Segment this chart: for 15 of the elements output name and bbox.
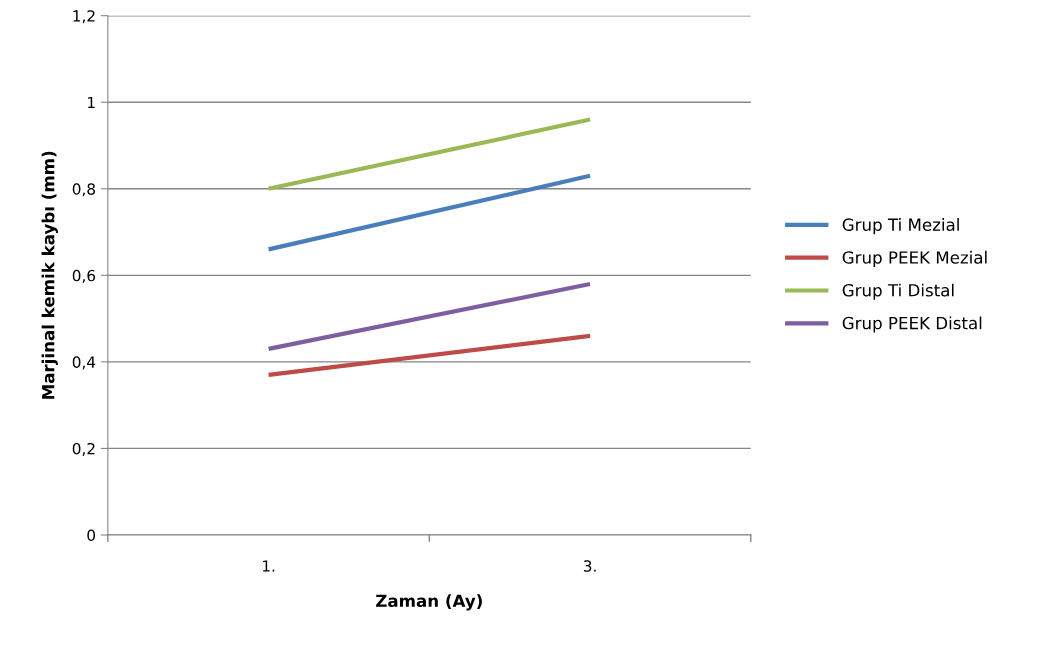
y-tick-label: 1,2 — [73, 10, 95, 24]
y-axis-title: Marjinal kemik kaybı (mm) — [41, 151, 58, 399]
legend-label: Grup PEEK Mezial — [842, 250, 987, 267]
y-tick-label: 0,8 — [72, 183, 95, 197]
legend-label: Grup Ti Mezial — [842, 218, 959, 235]
legend-label: Grup PEEK Distal — [842, 316, 982, 333]
x-tick-label: 3. — [583, 560, 596, 572]
y-tick-label: 0 — [87, 529, 96, 541]
y-tick-label: 0,4 — [72, 356, 96, 370]
y-tick-label: 1 — [88, 96, 95, 109]
y-tick-label: 0,6 — [72, 269, 96, 283]
x-tick-label: 1. — [262, 560, 275, 572]
y-tick-label: 0,2 — [72, 442, 95, 457]
x-axis-title: Zaman (Ay) — [376, 594, 482, 611]
legend-label: Grup Ti Distal — [842, 283, 954, 300]
